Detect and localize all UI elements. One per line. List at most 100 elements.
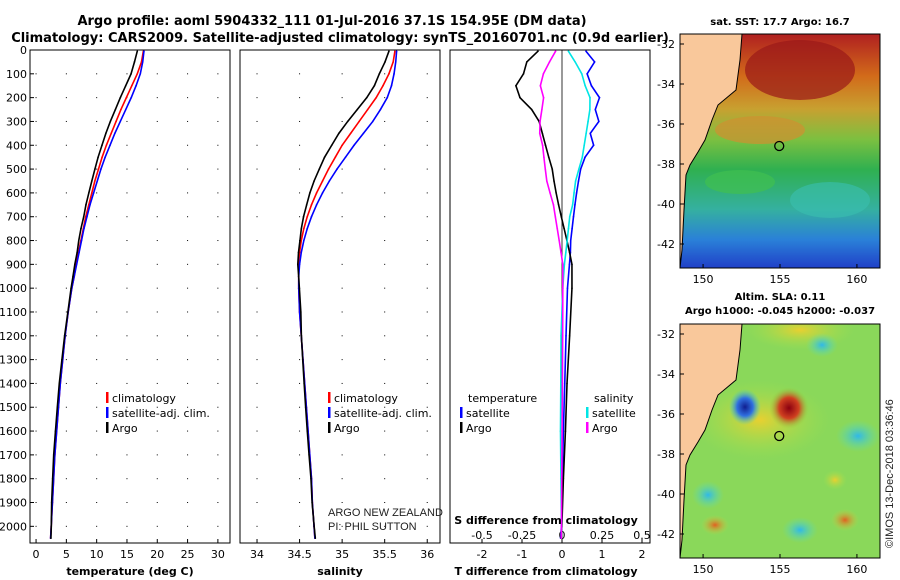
- salinity-grid-dot: [426, 192, 428, 194]
- t-difference-tick-label: -1: [517, 548, 528, 561]
- difference-t-argo-line-point: [537, 50, 539, 52]
- difference-s-satellite-line-point: [583, 144, 586, 147]
- s-difference-tick-label: -0.5: [471, 529, 492, 542]
- salinity-satellite-adj-clim--line-point: [393, 73, 395, 75]
- depth-tick-label: 100: [6, 68, 27, 81]
- salinity-x-axis: 34 34.5 35 35.5 36: [250, 49, 434, 561]
- sla-map-axes: 150 155 160 -32 -34 -36 -38 -40 -42: [657, 328, 867, 576]
- temperature-grid-dot: [156, 478, 158, 480]
- temperature-grid-dot: [217, 359, 219, 361]
- temperature-grid-dot: [126, 478, 128, 480]
- temperature-grid-dot: [187, 311, 189, 313]
- difference-t-argo-line-point: [547, 156, 550, 158]
- salinity-argo-line-point: [346, 120, 349, 123]
- salinity-argo-line-point: [373, 84, 376, 87]
- difference-t-satellite-line-point: [571, 227, 573, 230]
- salinity-satellite-adj-clim--line-point: [395, 50, 398, 52]
- sst-lat-tick-label: -36: [657, 118, 675, 131]
- salinity-grid-dot: [299, 335, 301, 337]
- temperature-grid-dot: [217, 335, 219, 337]
- salinity-argo-line-point: [302, 215, 305, 218]
- salinity-climatology-line-point: [334, 156, 337, 158]
- temperature-grid-dot: [35, 49, 37, 51]
- salinity-tick-label: 34.5: [287, 548, 312, 561]
- t-difference-tick-label: 2: [639, 548, 646, 561]
- sst-lat-tick-label: -34: [657, 78, 675, 91]
- temperature-climatology-line-point: [91, 192, 93, 194]
- temperature-grid-dot: [217, 240, 219, 242]
- difference-t-satellite-line-point: [598, 96, 601, 99]
- temperature-grid-dot: [35, 73, 37, 75]
- temperature-grid-dot: [65, 335, 67, 337]
- temperature-grid-dot: [35, 144, 37, 146]
- temperature-grid-dot: [187, 359, 189, 361]
- salinity-argo-line-point: [388, 50, 390, 52]
- temperature-grid-dot: [65, 263, 67, 265]
- temperature-xlabel: temperature (deg C): [66, 565, 193, 578]
- salinity-tick-label: 34: [250, 548, 264, 561]
- salinity-grid-dot: [384, 168, 386, 170]
- difference-s-argo-line-point: [554, 50, 557, 52]
- temperature-tick-label: 0: [33, 548, 40, 561]
- temperature-grid-dot: [65, 502, 67, 504]
- salinity-argo-line: [296, 50, 390, 539]
- temperature-grid-dot: [65, 311, 67, 313]
- salinity-climatology-line-point: [300, 239, 303, 242]
- legend-swatch-s-satellite: [586, 407, 589, 418]
- difference-s-satellite-line-point: [580, 73, 583, 75]
- salinity-grid-dot: [341, 502, 343, 504]
- salinity-satellite-adj-clim--line-point: [379, 108, 382, 111]
- salinity-grid-dot: [256, 406, 258, 408]
- difference-t-satellite-line-point: [574, 204, 576, 206]
- temperature-grid-dot: [217, 49, 219, 51]
- difference-s-argo-line-point: [546, 180, 548, 182]
- temperature-grid-dot: [126, 359, 128, 361]
- difference-s-satellite-line-point: [574, 61, 576, 63]
- salinity-argo-line-point: [297, 275, 300, 278]
- temperature-argo-line-point: [130, 73, 132, 75]
- salinity-grid-dot: [426, 168, 428, 170]
- sla-lon-tick-label: 155: [770, 563, 791, 576]
- depth-tick-label: 200: [6, 92, 27, 105]
- temperature-grid-dot: [35, 311, 37, 313]
- temperature-grid-dot: [65, 49, 67, 51]
- temperature-grid-dot: [35, 97, 37, 99]
- temperature-climatology-line-point: [120, 108, 122, 111]
- salinity-grid-dot: [341, 73, 343, 75]
- temperature-grid-dot: [65, 216, 67, 218]
- difference-s-argo-line-point: [560, 477, 563, 480]
- temperature-grid-dot: [126, 454, 128, 456]
- salinity-grid-dot: [384, 311, 386, 313]
- salinity-grid-dot: [299, 454, 301, 456]
- difference-s-satellite-line-point: [587, 120, 589, 123]
- sla-lat-tick-label: -40: [657, 488, 675, 501]
- temperature-grid-dot: [96, 240, 98, 242]
- difference-s-argo-line-point: [561, 382, 564, 385]
- salinity-argo-line-point: [323, 156, 326, 158]
- difference-t-satellite-line-point: [584, 156, 586, 158]
- salinity-grid-dot: [256, 502, 258, 504]
- salinity-grid-dot: [299, 478, 301, 480]
- temperature-argo-line-point: [136, 50, 139, 52]
- salinity-grid-dot: [256, 120, 258, 122]
- salinity-climatology-line-point: [327, 168, 330, 170]
- difference-t-argo-line-point: [562, 477, 565, 480]
- temperature-grid-dot: [156, 240, 158, 242]
- temperature-grid-dot: [156, 311, 158, 313]
- temperature-argo-line-point: [114, 108, 117, 111]
- salinity-grid-dot: [299, 382, 301, 384]
- temperature-grid-dot: [35, 382, 37, 384]
- temperature-grid-dot: [187, 382, 189, 384]
- temperature-grid-dot: [96, 335, 98, 337]
- temperature-argo-line-point: [94, 168, 96, 170]
- temperature-grid-dot: [217, 216, 219, 218]
- sst-coastline: [680, 34, 743, 268]
- salinity-argo-line-point: [384, 61, 386, 63]
- temperature-grid-dot: [96, 382, 98, 384]
- temperature-grid-dot: [35, 120, 37, 122]
- salinity-satellite-adj-clim--line-point: [362, 132, 365, 135]
- temperature-satellite-adj-clim--line-point: [141, 61, 144, 63]
- sst-warm-core: [745, 40, 855, 100]
- temperature-climatology-line-point: [125, 96, 128, 99]
- difference-t-satellite-line-point: [569, 239, 572, 242]
